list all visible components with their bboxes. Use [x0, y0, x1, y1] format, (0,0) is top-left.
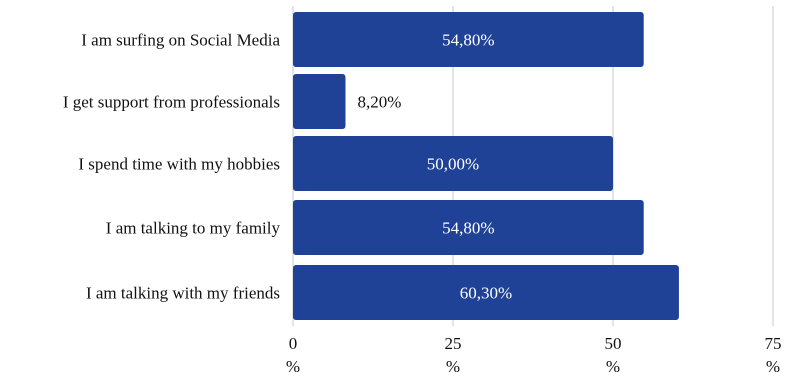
x-tick-label: 50 — [605, 334, 622, 353]
data-label: 50,00% — [427, 155, 479, 174]
data-label: 60,30% — [460, 284, 512, 303]
x-tick-unit: % — [446, 357, 460, 376]
value-labels: 54,80% 8,20% 50,00% 54,80% 60,30% — [357, 31, 512, 303]
category-labels: I am surfing on Social Media I get suppor… — [63, 31, 281, 303]
data-label: 8,20% — [357, 93, 401, 112]
x-tick-label: 75 — [765, 334, 782, 353]
x-tick-unit: % — [286, 357, 300, 376]
bar-1 — [293, 74, 346, 129]
bar-3 — [293, 200, 644, 255]
category-label: I am talking to my family — [106, 219, 281, 238]
x-tick-unit: % — [606, 357, 620, 376]
category-label: I spend time with my hobbies — [78, 155, 280, 174]
bar-2 — [293, 136, 613, 191]
data-label: 54,80% — [442, 31, 494, 50]
bar-0 — [293, 12, 644, 67]
data-label: 54,80% — [442, 219, 494, 238]
category-label: I am surfing on Social Media — [81, 31, 280, 50]
bar-4 — [293, 265, 679, 320]
category-label: I am talking with my friends — [86, 284, 280, 303]
x-axis-ticks: 0% 25% 50% 75% — [286, 334, 782, 376]
x-tick-label: 0 — [289, 334, 298, 353]
x-tick-label: 25 — [445, 334, 462, 353]
x-tick-unit: % — [766, 357, 780, 376]
bars-group — [293, 12, 679, 320]
category-label: I get support from professionals — [63, 93, 280, 112]
